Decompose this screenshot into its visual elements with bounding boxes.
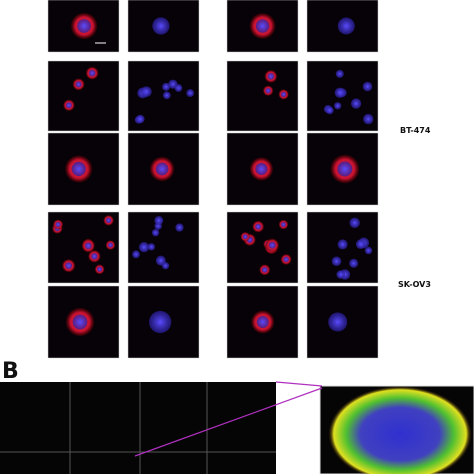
cell-nucleus	[355, 239, 366, 249]
cell-nucleus	[255, 162, 268, 176]
cell-nucleus	[242, 234, 248, 240]
cell-nucleus	[91, 253, 98, 260]
cell-nucleus	[328, 312, 348, 332]
cell-nucleus	[337, 161, 353, 177]
cell-nucleus	[333, 102, 342, 110]
cell-nucleus	[71, 161, 86, 177]
strip-dividers	[0, 382, 276, 474]
cell-line-label: BT-474	[400, 126, 431, 135]
cell-nucleus	[349, 258, 359, 268]
cell-nucleus	[75, 81, 82, 88]
cell-nucleus	[175, 223, 184, 232]
cell-nucleus	[334, 87, 345, 98]
panel-label: B	[2, 359, 19, 384]
cell-nucleus	[186, 89, 195, 97]
cell-nucleus	[162, 91, 171, 100]
cell-nucleus	[77, 19, 91, 33]
cell-line-label: SK-OV3	[398, 280, 431, 289]
cell-nucleus	[261, 266, 268, 273]
cell-nucleus	[155, 255, 166, 266]
cell-nucleus	[255, 223, 262, 230]
cell-nucleus	[132, 250, 140, 259]
cell-nucleus	[149, 310, 172, 334]
cell-nucleus	[265, 88, 271, 94]
cell-nucleus	[362, 81, 373, 92]
micrograph	[47, 60, 120, 132]
micrograph	[127, 211, 200, 284]
cell-nucleus	[267, 73, 275, 80]
time-lapse-strip	[0, 382, 276, 474]
cell-nucleus	[84, 242, 92, 250]
cell-nucleus	[363, 113, 374, 125]
cell-nucleus	[138, 242, 150, 253]
cell-nucleus	[364, 246, 373, 255]
cell-nucleus	[335, 69, 344, 78]
cell-nucleus	[280, 91, 287, 98]
cell-nucleus	[337, 239, 348, 250]
cell-nucleus	[336, 270, 345, 279]
micrograph-grid	[39, 0, 379, 442]
cell-nucleus	[151, 228, 160, 237]
cell-nucleus	[136, 114, 145, 124]
cell-nucleus	[280, 222, 286, 228]
cell-nucleus	[268, 241, 276, 249]
cell-nucleus	[337, 17, 355, 35]
cell-nucleus	[55, 221, 61, 228]
cell-nucleus	[283, 256, 289, 263]
cell-nucleus	[349, 217, 360, 229]
cell-nucleus	[141, 86, 152, 97]
cell-nucleus	[174, 84, 183, 92]
cell-nucleus	[326, 106, 334, 115]
cell-nucleus	[331, 256, 342, 267]
zoom-lines	[134, 381, 323, 457]
cell-nucleus	[105, 217, 112, 224]
cell-nucleus	[147, 243, 156, 251]
cell-nucleus	[162, 82, 171, 91]
cell-nucleus	[152, 17, 170, 35]
cell-nucleus	[72, 314, 88, 330]
zoomed-cell	[328, 386, 472, 474]
cell-nucleus	[97, 266, 103, 272]
cell-nucleus	[107, 242, 113, 248]
cell-nucleus	[154, 216, 164, 225]
cell-nucleus	[155, 162, 169, 176]
cell-nucleus	[65, 102, 72, 109]
cell-nucleus	[350, 98, 362, 109]
cell-nucleus	[65, 262, 73, 270]
cell-nucleus	[255, 19, 270, 33]
cell-nucleus	[256, 315, 269, 329]
cell-nucleus	[88, 69, 96, 77]
